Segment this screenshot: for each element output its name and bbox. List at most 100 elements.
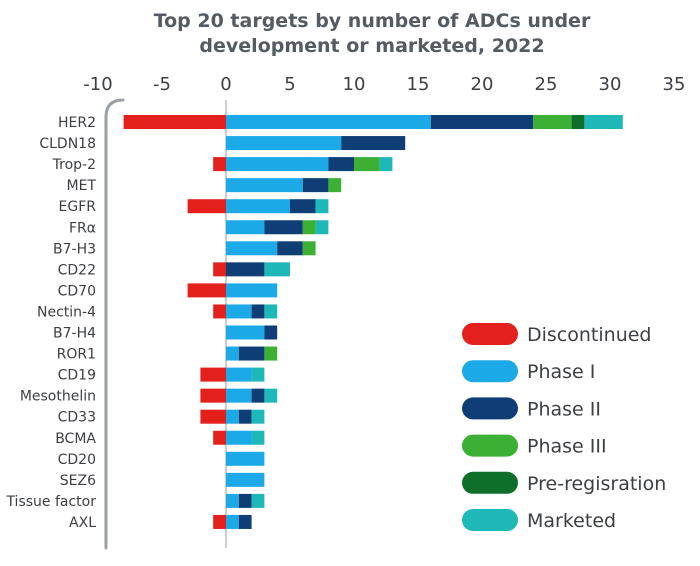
bar-cd19-phase-i xyxy=(226,367,252,382)
chart-title-line-1: Top 20 targets by number of ADCs under xyxy=(154,10,591,32)
bar-her2-phase-i xyxy=(226,115,431,129)
x-tick-label: 35 xyxy=(663,74,686,95)
category-label-mesothelin: Mesothelin xyxy=(20,389,96,405)
category-label-bcma: BCMA xyxy=(55,431,96,447)
bar-tissue-factor-phase-ii xyxy=(238,493,252,508)
category-label-cldn18: CLDN18 xyxy=(39,136,96,152)
legend-label-phase-ii: Phase II xyxy=(527,398,601,420)
category-label-cd70: CD70 xyxy=(58,283,96,299)
bar-bcma-marketed xyxy=(251,430,265,445)
bar-cd33-phase-i xyxy=(226,409,239,424)
legend-swatch-discontinued xyxy=(462,323,518,345)
legend-label-phase-iii: Phase III xyxy=(527,436,607,458)
bar-cd22-phase-ii xyxy=(226,262,265,277)
bar-nectin-4-discontinued xyxy=(213,304,226,319)
bar-ror1-phase-iii xyxy=(264,346,278,361)
category-label-her2: HER2 xyxy=(58,115,96,131)
bar-cd33-phase-ii xyxy=(238,409,252,424)
bar-cd19-marketed xyxy=(251,367,265,382)
bar-trop-2-phase-iii xyxy=(354,157,380,172)
category-label-cd19: CD19 xyxy=(58,368,96,384)
bar-fr-phase-iii xyxy=(302,220,316,235)
category-label-b7-h3: B7-H3 xyxy=(53,241,96,257)
legend-label-marketed: Marketed xyxy=(527,510,616,532)
x-tick-label: 15 xyxy=(407,74,430,95)
bars xyxy=(123,115,623,529)
bar-nectin-4-phase-i xyxy=(226,304,252,319)
legend: Discontinued Phase I Phase II Phase III Pre-… xyxy=(462,323,666,532)
bar-tissue-factor-phase-i xyxy=(226,493,239,508)
bar-cd70-discontinued xyxy=(187,283,226,298)
x-axis-ticks: -10 -5 0 5 10 15 20 25 30 35 xyxy=(83,74,685,95)
legend-label-pre-regisration: Pre-regisration xyxy=(527,473,666,495)
bar-cd22-marketed xyxy=(264,262,290,277)
bar-fr-phase-i xyxy=(226,220,265,235)
bar-cldn18-phase-ii xyxy=(341,136,406,151)
legend-swatch-phase-ii xyxy=(462,397,518,420)
bar-cd33-marketed xyxy=(251,409,265,424)
legend-label-phase-i: Phase I xyxy=(527,361,595,383)
bar-fr-phase-ii xyxy=(264,220,303,235)
legend-swatch-pre-regisration xyxy=(462,471,518,494)
bar-mesothelin-phase-i xyxy=(226,388,252,403)
bar-trop-2-discontinued xyxy=(213,157,226,172)
category-label-fr: FRα xyxy=(69,220,96,236)
category-label-met: MET xyxy=(67,178,97,194)
bar-her2-discontinued xyxy=(123,115,226,129)
legend-swatch-marketed xyxy=(462,509,518,531)
bar-egfr-marketed xyxy=(315,199,329,214)
bar-her2-marketed xyxy=(584,115,623,129)
category-label-nectin-4: Nectin-4 xyxy=(37,304,96,320)
legend-label-discontinued: Discontinued xyxy=(527,324,651,346)
category-label-egfr: EGFR xyxy=(59,199,97,215)
bar-mesothelin-phase-ii xyxy=(251,388,265,403)
x-tick-label: -10 xyxy=(83,74,112,95)
bar-cd20-phase-i xyxy=(226,451,265,466)
bar-met-phase-iii xyxy=(328,178,342,193)
bar-mesothelin-marketed xyxy=(264,388,278,403)
bar-bcma-phase-i xyxy=(226,430,252,445)
category-label-sez6: SEZ6 xyxy=(60,473,96,489)
x-tick-label: 20 xyxy=(471,74,494,95)
category-label-tissue-factor: Tissue factor xyxy=(5,494,96,510)
bar-cd22-discontinued xyxy=(213,262,226,277)
bar-b7-h3-phase-ii xyxy=(277,241,303,256)
bar-cd70-phase-i xyxy=(226,283,278,298)
bar-her2-phase-iii xyxy=(533,115,572,129)
x-tick-label: 0 xyxy=(220,74,231,95)
bar-axl-phase-ii xyxy=(238,514,252,529)
category-label-trop-2: Trop-2 xyxy=(52,157,96,173)
bar-ror1-phase-ii xyxy=(238,346,265,361)
bar-egfr-phase-i xyxy=(226,199,290,214)
x-tick-label: -5 xyxy=(153,74,171,95)
bar-axl-discontinued xyxy=(213,514,226,529)
bar-bcma-discontinued xyxy=(213,430,226,445)
bar-met-phase-ii xyxy=(302,178,329,193)
bar-her2-phase-ii xyxy=(430,115,534,129)
bar-trop-2-marketed xyxy=(379,157,393,172)
y-axis-frame xyxy=(104,98,125,550)
bar-met-phase-i xyxy=(226,178,303,193)
bar-mesothelin-discontinued xyxy=(200,388,226,403)
bar-ror1-phase-i xyxy=(226,346,239,361)
chart-title-line-2: development or marketed, 2022 xyxy=(199,35,544,57)
category-label-b7-h4: B7-H4 xyxy=(53,326,96,342)
bar-axl-phase-i xyxy=(226,514,239,529)
bar-tissue-factor-marketed xyxy=(251,493,265,508)
x-tick-label: 30 xyxy=(599,74,622,95)
x-tick-label: 5 xyxy=(284,74,295,95)
bar-cd19-discontinued xyxy=(200,367,226,382)
bar-b7-h4-phase-ii xyxy=(264,325,278,340)
bar-trop-2-phase-ii xyxy=(328,157,354,172)
x-tick-label: 25 xyxy=(535,74,558,95)
category-label-cd33: CD33 xyxy=(58,410,96,426)
bar-egfr-phase-ii xyxy=(290,199,316,214)
x-tick-label: 10 xyxy=(343,74,366,95)
bar-nectin-4-marketed xyxy=(264,304,278,319)
category-labels: HER2 CLDN18 Trop-2 MET EGFR FRα B7-H3 CD22 CD70 N… xyxy=(5,115,96,531)
bar-fr-marketed xyxy=(315,220,329,235)
bar-b7-h3-phase-iii xyxy=(302,241,316,256)
bar-egfr-discontinued xyxy=(187,199,226,214)
bar-her2-pre-regisration xyxy=(571,115,585,129)
